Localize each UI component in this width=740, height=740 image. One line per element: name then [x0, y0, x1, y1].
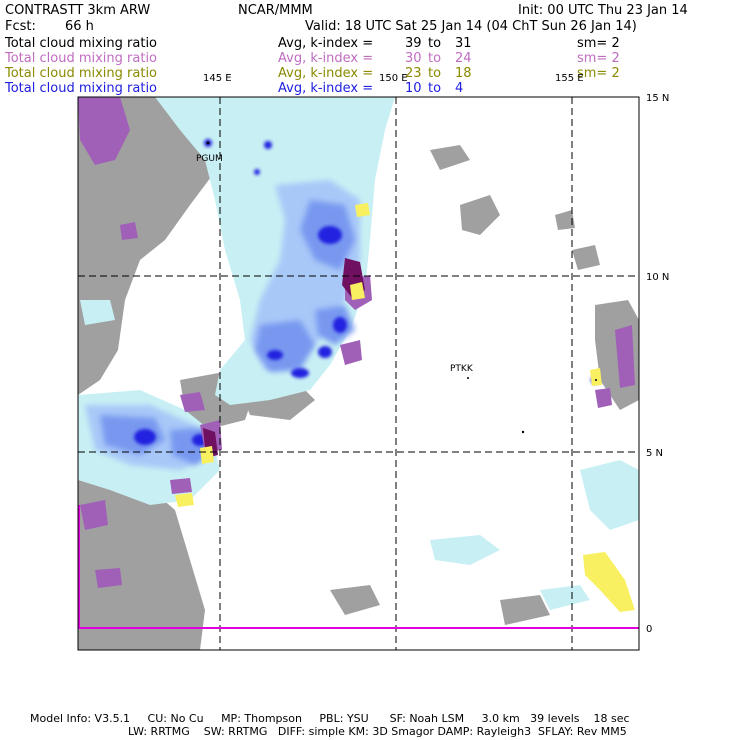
forecast-hours: 66 h [65, 19, 94, 34]
field-4-stat: Avg, k-index = [278, 81, 374, 96]
field-2-stat: Avg, k-index = [278, 51, 374, 66]
field-3-stat: Avg, k-index = [278, 66, 374, 81]
lon-label-155e: 155 E [555, 73, 584, 84]
field-2-to: 24 [455, 51, 472, 66]
lat-label-15n: 15 N [646, 93, 669, 104]
model-info-line-1: Model Info: V3.5.1 CU: No Cu MP: Thompso… [30, 712, 630, 725]
field-1-to: 31 [455, 36, 472, 51]
field-1-from: 39 [405, 36, 422, 51]
model-info-line-2: LW: RRTMG SW: RRTMG DIFF: simple KM: 3D … [128, 725, 627, 738]
field-4-to-word: to [428, 81, 442, 96]
field-1-to-word: to [428, 36, 442, 51]
lat-label-10n: 10 N [646, 272, 669, 283]
forecast-label: Fcst: [5, 19, 36, 34]
cloud-field-layer [78, 97, 639, 650]
lat-label-5n: 5 N [646, 448, 663, 459]
equator-line [78, 505, 639, 629]
field-2-sm: sm= 2 [577, 51, 620, 66]
field-2-to-word: to [428, 51, 442, 66]
field-3-to: 18 [455, 66, 472, 81]
valid-time: Valid: 18 UTC Sat 25 Jan 14 (04 ChT Sun … [305, 19, 637, 34]
lon-label-145e: 145 E [203, 73, 232, 84]
station-label-pgum: PGUM [196, 154, 223, 164]
field-4-name: Total cloud mixing ratio [5, 81, 158, 96]
gray-cloud-region [78, 97, 639, 650]
yellow-cloud-patches [175, 203, 635, 612]
org-label: NCAR/MMM [238, 3, 313, 18]
field-2-name: Total cloud mixing ratio [5, 51, 158, 66]
field-3-name: Total cloud mixing ratio [5, 66, 158, 81]
field-3-from: 23 [405, 66, 422, 81]
field-1-stat: Avg, k-index = [278, 36, 374, 51]
field-1-sm: sm= 2 [577, 36, 620, 51]
field-3-sm: sm= 2 [577, 66, 620, 81]
station-label-ptkk: PTKK [450, 364, 474, 374]
field-4-from: 10 [405, 81, 422, 96]
field-3-to-word: to [428, 66, 442, 81]
model-title: CONTRASTT 3km ARW [5, 3, 151, 18]
init-time: Init: 00 UTC Thu 23 Jan 14 [518, 3, 688, 18]
island-markers [206, 141, 597, 434]
lat-label-0: 0 [646, 624, 652, 635]
field-4-to: 4 [455, 81, 464, 96]
field-2-from: 30 [405, 51, 422, 66]
field-1-name: Total cloud mixing ratio [5, 36, 158, 51]
map-frame [77, 96, 640, 651]
lon-label-150e: 150 E [379, 73, 408, 84]
